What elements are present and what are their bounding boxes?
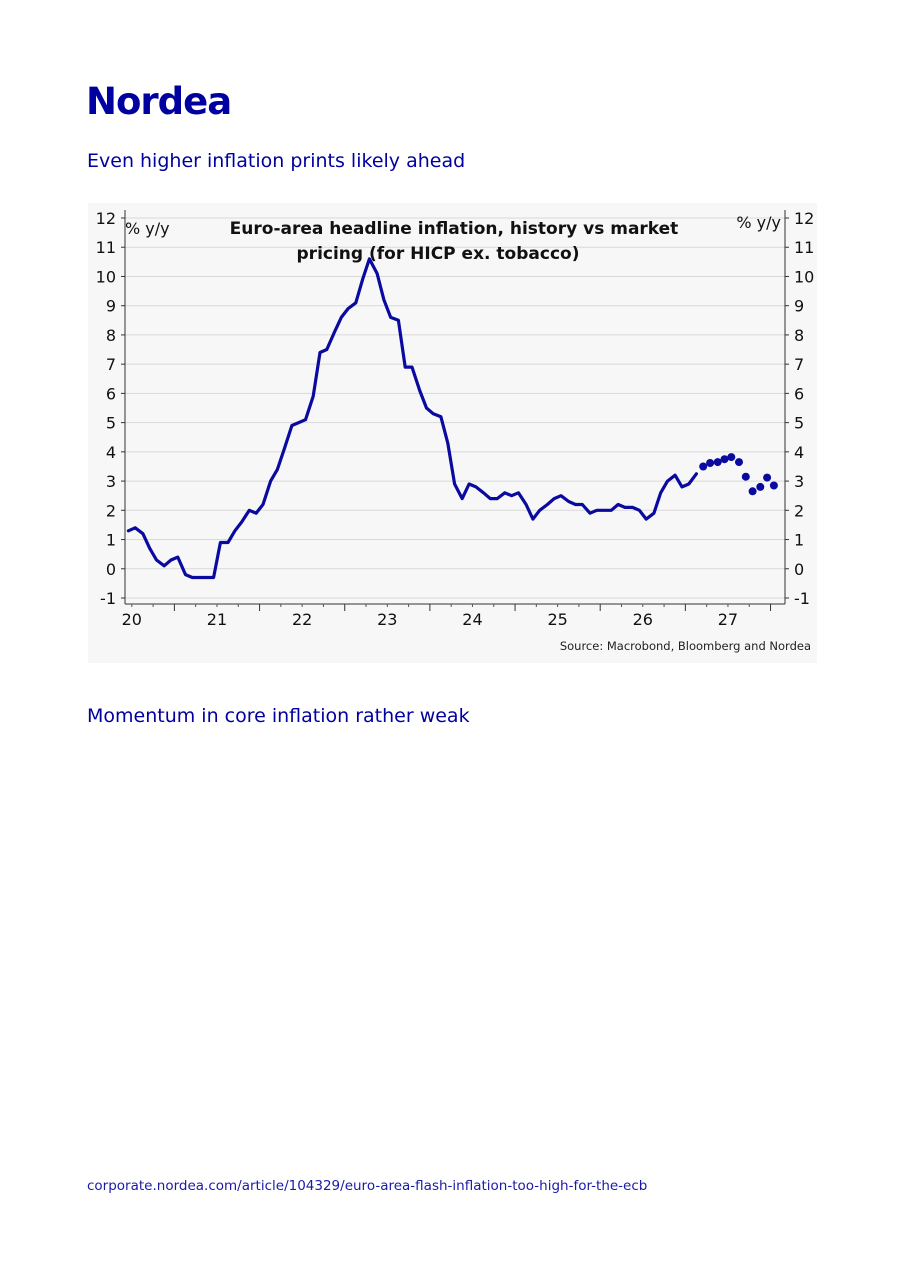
market-pricing-point (720, 455, 729, 464)
chart-title-line-1: Euro-area headline inflation, history vs… (230, 219, 679, 239)
inflation-chart: -1 -1 0 0 1 1 2 2 3 3 4 4 5 5 6 6 7 7 8 8 9 9 10 10 11 11 12 12 20 21… (88, 203, 817, 663)
y-tick-label-left: -1 (100, 589, 116, 608)
y-tick-label-left: 5 (106, 414, 116, 433)
y-tick-label-left: 1 (106, 531, 116, 550)
market-pricing-point (769, 481, 778, 490)
x-tick-label: 27 (718, 610, 738, 629)
x-tick-label: 20 (122, 610, 142, 629)
y-tick-label-left: 0 (106, 560, 116, 579)
market-pricing-point (741, 472, 750, 481)
y-tick-label-right: 10 (794, 267, 814, 286)
y-tick-label-left: 2 (106, 501, 116, 520)
y-tick-label-left: 7 (106, 355, 116, 374)
y-tick-label-right: 5 (794, 414, 804, 433)
y-tick-label-right: 1 (794, 531, 804, 550)
x-tick-label: 23 (377, 610, 397, 629)
market-pricing-point (713, 458, 722, 467)
y-tick-label-left: 9 (106, 297, 116, 316)
x-tick-label: 24 (462, 610, 482, 629)
market-pricing-point (756, 482, 765, 491)
y-tick-label-right: 9 (794, 297, 804, 316)
history-series-line (126, 257, 698, 580)
y-tick-label-left: 12 (96, 209, 116, 228)
chart-heading-core-inflation: Momentum in core inflation rather weak (87, 705, 470, 727)
x-tick-label: 22 (292, 610, 312, 629)
market-pricing-point (699, 462, 708, 471)
y-tick-label-right: 2 (794, 501, 804, 520)
y-tick-label-left: 8 (106, 326, 116, 345)
y-tick-label-right: -1 (794, 589, 810, 608)
right-axis-unit-label: % y/y (736, 213, 781, 232)
left-axis-unit-label: % y/y (125, 219, 170, 238)
y-tick-label-right: 4 (794, 443, 804, 462)
x-tick-label: 26 (633, 610, 653, 629)
nordea-logo: Nordea (86, 80, 232, 123)
y-tick-label-right: 8 (794, 326, 804, 345)
y-tick-label-right: 0 (794, 560, 804, 579)
y-tick-label-left: 10 (96, 267, 116, 286)
article-url-link[interactable]: corporate.nordea.com/article/104329/euro… (87, 1178, 648, 1194)
y-tick-label-right: 12 (794, 209, 814, 228)
y-tick-label-right: 11 (794, 238, 814, 257)
chart-heading-headline-inflation: Even higher inflation prints likely ahea… (87, 150, 466, 172)
y-tick-label-left: 3 (106, 472, 116, 491)
x-tick-label: 25 (547, 610, 567, 629)
chart-title-line-2: pricing (for HICP ex. tobacco) (297, 244, 580, 264)
market-pricing-point (763, 473, 772, 482)
y-tick-label-right: 3 (794, 472, 804, 491)
y-tick-label-left: 4 (106, 443, 116, 462)
y-tick-label-right: 7 (794, 355, 804, 374)
x-tick-label: 21 (207, 610, 227, 629)
y-tick-label-left: 11 (96, 238, 116, 257)
y-tick-label-left: 6 (106, 384, 116, 403)
market-pricing-point (748, 487, 757, 496)
y-tick-label-right: 6 (794, 384, 804, 403)
chart-source-note: Source: Macrobond, Bloomberg and Nordea (560, 639, 811, 653)
market-pricing-point (727, 453, 736, 462)
market-pricing-point (735, 458, 743, 467)
market-pricing-point (706, 459, 715, 467)
